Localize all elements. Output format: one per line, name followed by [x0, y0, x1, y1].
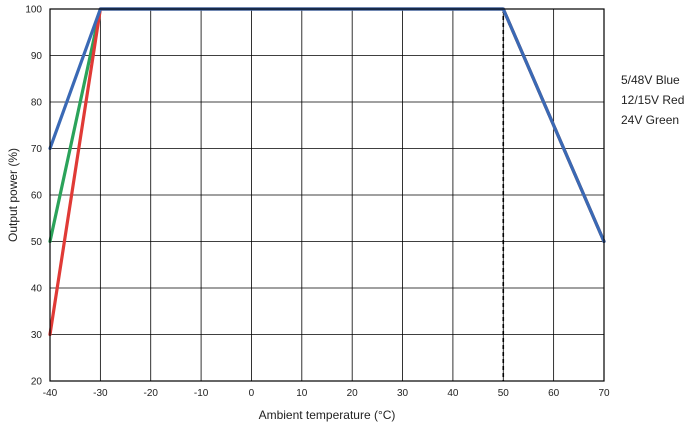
y-tick-label: 90	[31, 51, 43, 62]
y-tick-label: 100	[25, 5, 42, 16]
grid-lines	[49, 8, 605, 382]
x-tick-label: 10	[296, 388, 308, 399]
y-tick-label: 80	[31, 98, 43, 109]
x-axis-label: Ambient temperature (°C)	[259, 408, 396, 422]
plot-frame	[49, 8, 605, 382]
x-tick-label: 40	[447, 388, 459, 399]
x-tick-label: 20	[347, 388, 359, 399]
x-tick-label: -10	[194, 388, 209, 399]
y-tick-label: 20	[31, 377, 43, 388]
series-line-2	[48, 7, 606, 244]
y-tick-labels: 20 30 40 50 60 70 80 90 100	[25, 5, 42, 388]
legend-entry-blue: 5/48V Blue	[621, 73, 680, 87]
series-lines	[48, 7, 606, 337]
x-tick-labels: -40 -30 -20 -10 0 10 20 30 40 50 60 70	[43, 388, 610, 399]
x-tick-label: 60	[548, 388, 560, 399]
y-tick-label: 70	[31, 144, 43, 155]
y-tick-label: 30	[31, 330, 43, 341]
y-tick-label: 60	[31, 191, 43, 202]
y-tick-label: 40	[31, 284, 43, 295]
series-line-1	[48, 7, 606, 337]
x-tick-label: -20	[144, 388, 159, 399]
legend: 5/48V Blue 12/15V Red 24V Green	[621, 73, 684, 127]
series-line-0	[48, 7, 606, 244]
x-tick-label: 30	[397, 388, 409, 399]
y-axis-label: Output power (%)	[6, 148, 20, 242]
x-tick-label: 50	[498, 388, 510, 399]
legend-entry-red: 12/15V Red	[621, 93, 684, 107]
x-tick-label: -40	[43, 388, 58, 399]
y-tick-label: 50	[31, 237, 43, 248]
x-tick-label: 70	[598, 388, 610, 399]
x-tick-label: 0	[249, 388, 255, 399]
x-tick-label: -30	[93, 388, 108, 399]
legend-entry-green: 24V Green	[621, 113, 679, 127]
